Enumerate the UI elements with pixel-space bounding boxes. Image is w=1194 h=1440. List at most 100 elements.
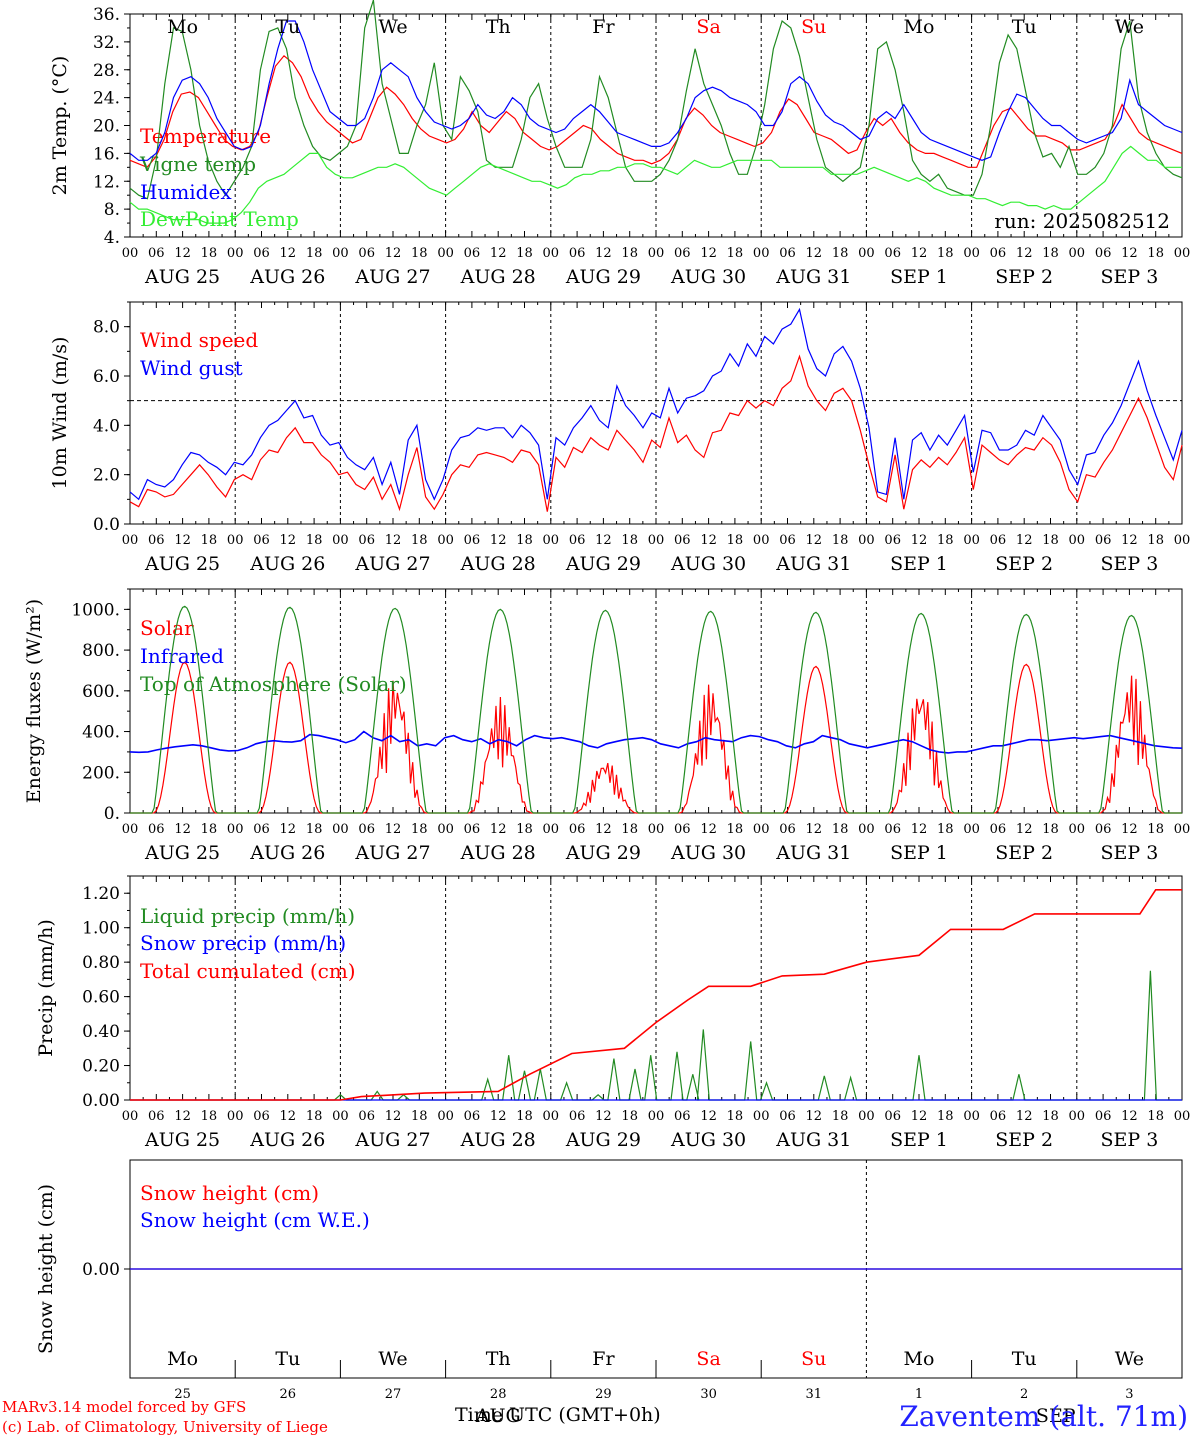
precip-date-label: SEP 3	[1100, 1129, 1158, 1151]
energy-hour-label: 00	[963, 822, 980, 837]
precip-hour-label: 06	[779, 1109, 796, 1124]
temp-hour-label: 12	[174, 246, 191, 261]
energy-ytick-label: 200.	[82, 763, 120, 783]
energy-hour-label: 00	[543, 822, 560, 837]
wind-hour-label: 06	[569, 533, 586, 548]
snow-day-number: 3	[1125, 1387, 1133, 1402]
precip-hour-label: 00	[858, 1109, 875, 1124]
precip-hour-label: 06	[674, 1109, 691, 1124]
temp-weekday: Tu	[1012, 16, 1037, 38]
precip-hour-label: 00	[1069, 1109, 1086, 1124]
precip-hour-label: 06	[358, 1109, 375, 1124]
temp-date-label: SEP 1	[890, 266, 948, 288]
energy-legend-1: Infrared	[140, 644, 224, 668]
wind-date-label: SEP 2	[995, 553, 1053, 575]
precip-hour-label: 18	[1042, 1109, 1059, 1124]
energy-date-label: AUG 25	[144, 842, 220, 864]
energy-hour-label: 06	[884, 822, 901, 837]
precip-hour-label: 18	[411, 1109, 428, 1124]
temp-hour-label: 18	[306, 246, 323, 261]
precip-date-label: AUG 28	[460, 1129, 536, 1151]
temp-hour-label: 12	[595, 246, 612, 261]
wind-date-label: AUG 29	[565, 553, 641, 575]
wind-hour-label: 00	[1069, 533, 1086, 548]
temp-weekday: Sa	[696, 16, 720, 38]
temp-ytick-label: 8.	[104, 200, 120, 220]
wind-hour-label: 18	[937, 533, 954, 548]
energy-ytick-label: 1000.	[71, 600, 120, 620]
wind-hour-label: 12	[174, 533, 191, 548]
temp-hour-label: 18	[411, 246, 428, 261]
energy-hour-label: 00	[1069, 822, 1086, 837]
wind-date-label: AUG 30	[670, 553, 746, 575]
snow-day-number: 26	[280, 1387, 297, 1402]
temp-weekday: Mo	[904, 16, 935, 38]
temp-date-label: AUG 25	[144, 266, 220, 288]
precip-hour-label: 00	[753, 1109, 770, 1124]
temp-hour-label: 12	[911, 246, 928, 261]
temp-series-0	[129, 54, 1183, 169]
wind-hour-label: 00	[437, 533, 454, 548]
temp-hour-label: 06	[358, 246, 375, 261]
wind-date-label: AUG 28	[460, 553, 536, 575]
wind-series-1	[129, 307, 1183, 501]
wind-hour-label: 00	[543, 533, 560, 548]
precip-hour-label: 00	[1174, 1109, 1191, 1124]
temp-date-label: AUG 30	[670, 266, 746, 288]
precip-hour-label: 06	[253, 1109, 270, 1124]
temp-weekday: Su	[801, 16, 826, 38]
precip-hour-label: 12	[385, 1109, 402, 1124]
temp-hour-label: 00	[648, 246, 665, 261]
precip-date-label: SEP 1	[890, 1129, 948, 1151]
energy-date-label: SEP 3	[1100, 842, 1158, 864]
wind-series-0	[129, 354, 1183, 512]
energy-ytick-label: 0.	[104, 804, 120, 824]
energy-date-label: AUG 28	[460, 842, 536, 864]
energy-hour-label: 06	[569, 822, 586, 837]
temp-hour-label: 18	[621, 246, 638, 261]
temp-series-3	[129, 145, 1182, 224]
energy-hour-label: 00	[227, 822, 244, 837]
temp-hour-label: 00	[1174, 246, 1191, 261]
model-credit: MARv3.14 model forced by GFS	[2, 1398, 247, 1416]
temp-ytick-label: 4.	[104, 228, 120, 248]
snow-day-number: 29	[595, 1387, 612, 1402]
wind-hour-label: 06	[253, 533, 270, 548]
precip-hour-label: 06	[884, 1109, 901, 1124]
temp-hour-label: 00	[858, 246, 875, 261]
lab-credit: (c) Lab. of Climatology, University of L…	[2, 1418, 328, 1436]
wind-hour-label: 06	[148, 533, 165, 548]
temp-hour-label: 12	[385, 246, 402, 261]
temp-hour-label: 18	[1042, 246, 1059, 261]
temp-ytick-label: 32.	[93, 33, 120, 53]
temp-legend-1: Vigne temp	[139, 152, 256, 176]
temp-weekday: Th	[486, 16, 511, 38]
precip-hour-label: 00	[227, 1109, 244, 1124]
precip-hour-label: 12	[1121, 1109, 1138, 1124]
wind-date-label: AUG 27	[354, 553, 430, 575]
energy-date-label: SEP 1	[890, 842, 948, 864]
wind-hour-label: 18	[1042, 533, 1059, 548]
wind-hour-label: 06	[358, 533, 375, 548]
temp-weekday: We	[1115, 16, 1144, 38]
wind-ylabel: 10m Wind (m/s)	[49, 337, 71, 490]
precip-hour-label: 18	[1147, 1109, 1164, 1124]
energy-hour-label: 06	[1095, 822, 1112, 837]
precip-ytick-label: 1.00	[82, 919, 120, 939]
temp-ylabel: 2m Temp. (°C)	[49, 56, 71, 196]
temp-hour-label: 18	[832, 246, 849, 261]
temp-weekday: Fr	[592, 16, 615, 38]
precip-hour-label: 12	[700, 1109, 717, 1124]
wind-ytick-label: 4.0	[93, 416, 120, 436]
wind-hour-label: 12	[385, 533, 402, 548]
wind-ytick-label: 8.0	[93, 318, 120, 338]
snow-weekday: Mo	[904, 1348, 935, 1370]
energy-hour-label: 06	[990, 822, 1007, 837]
energy-hour-label: 06	[779, 822, 796, 837]
temp-date-label: AUG 27	[354, 266, 430, 288]
energy-hour-label: 00	[858, 822, 875, 837]
snow-weekday: Mo	[167, 1348, 198, 1370]
wind-hour-label: 00	[332, 533, 349, 548]
wind-hour-label: 06	[674, 533, 691, 548]
temp-hour-label: 06	[990, 246, 1007, 261]
